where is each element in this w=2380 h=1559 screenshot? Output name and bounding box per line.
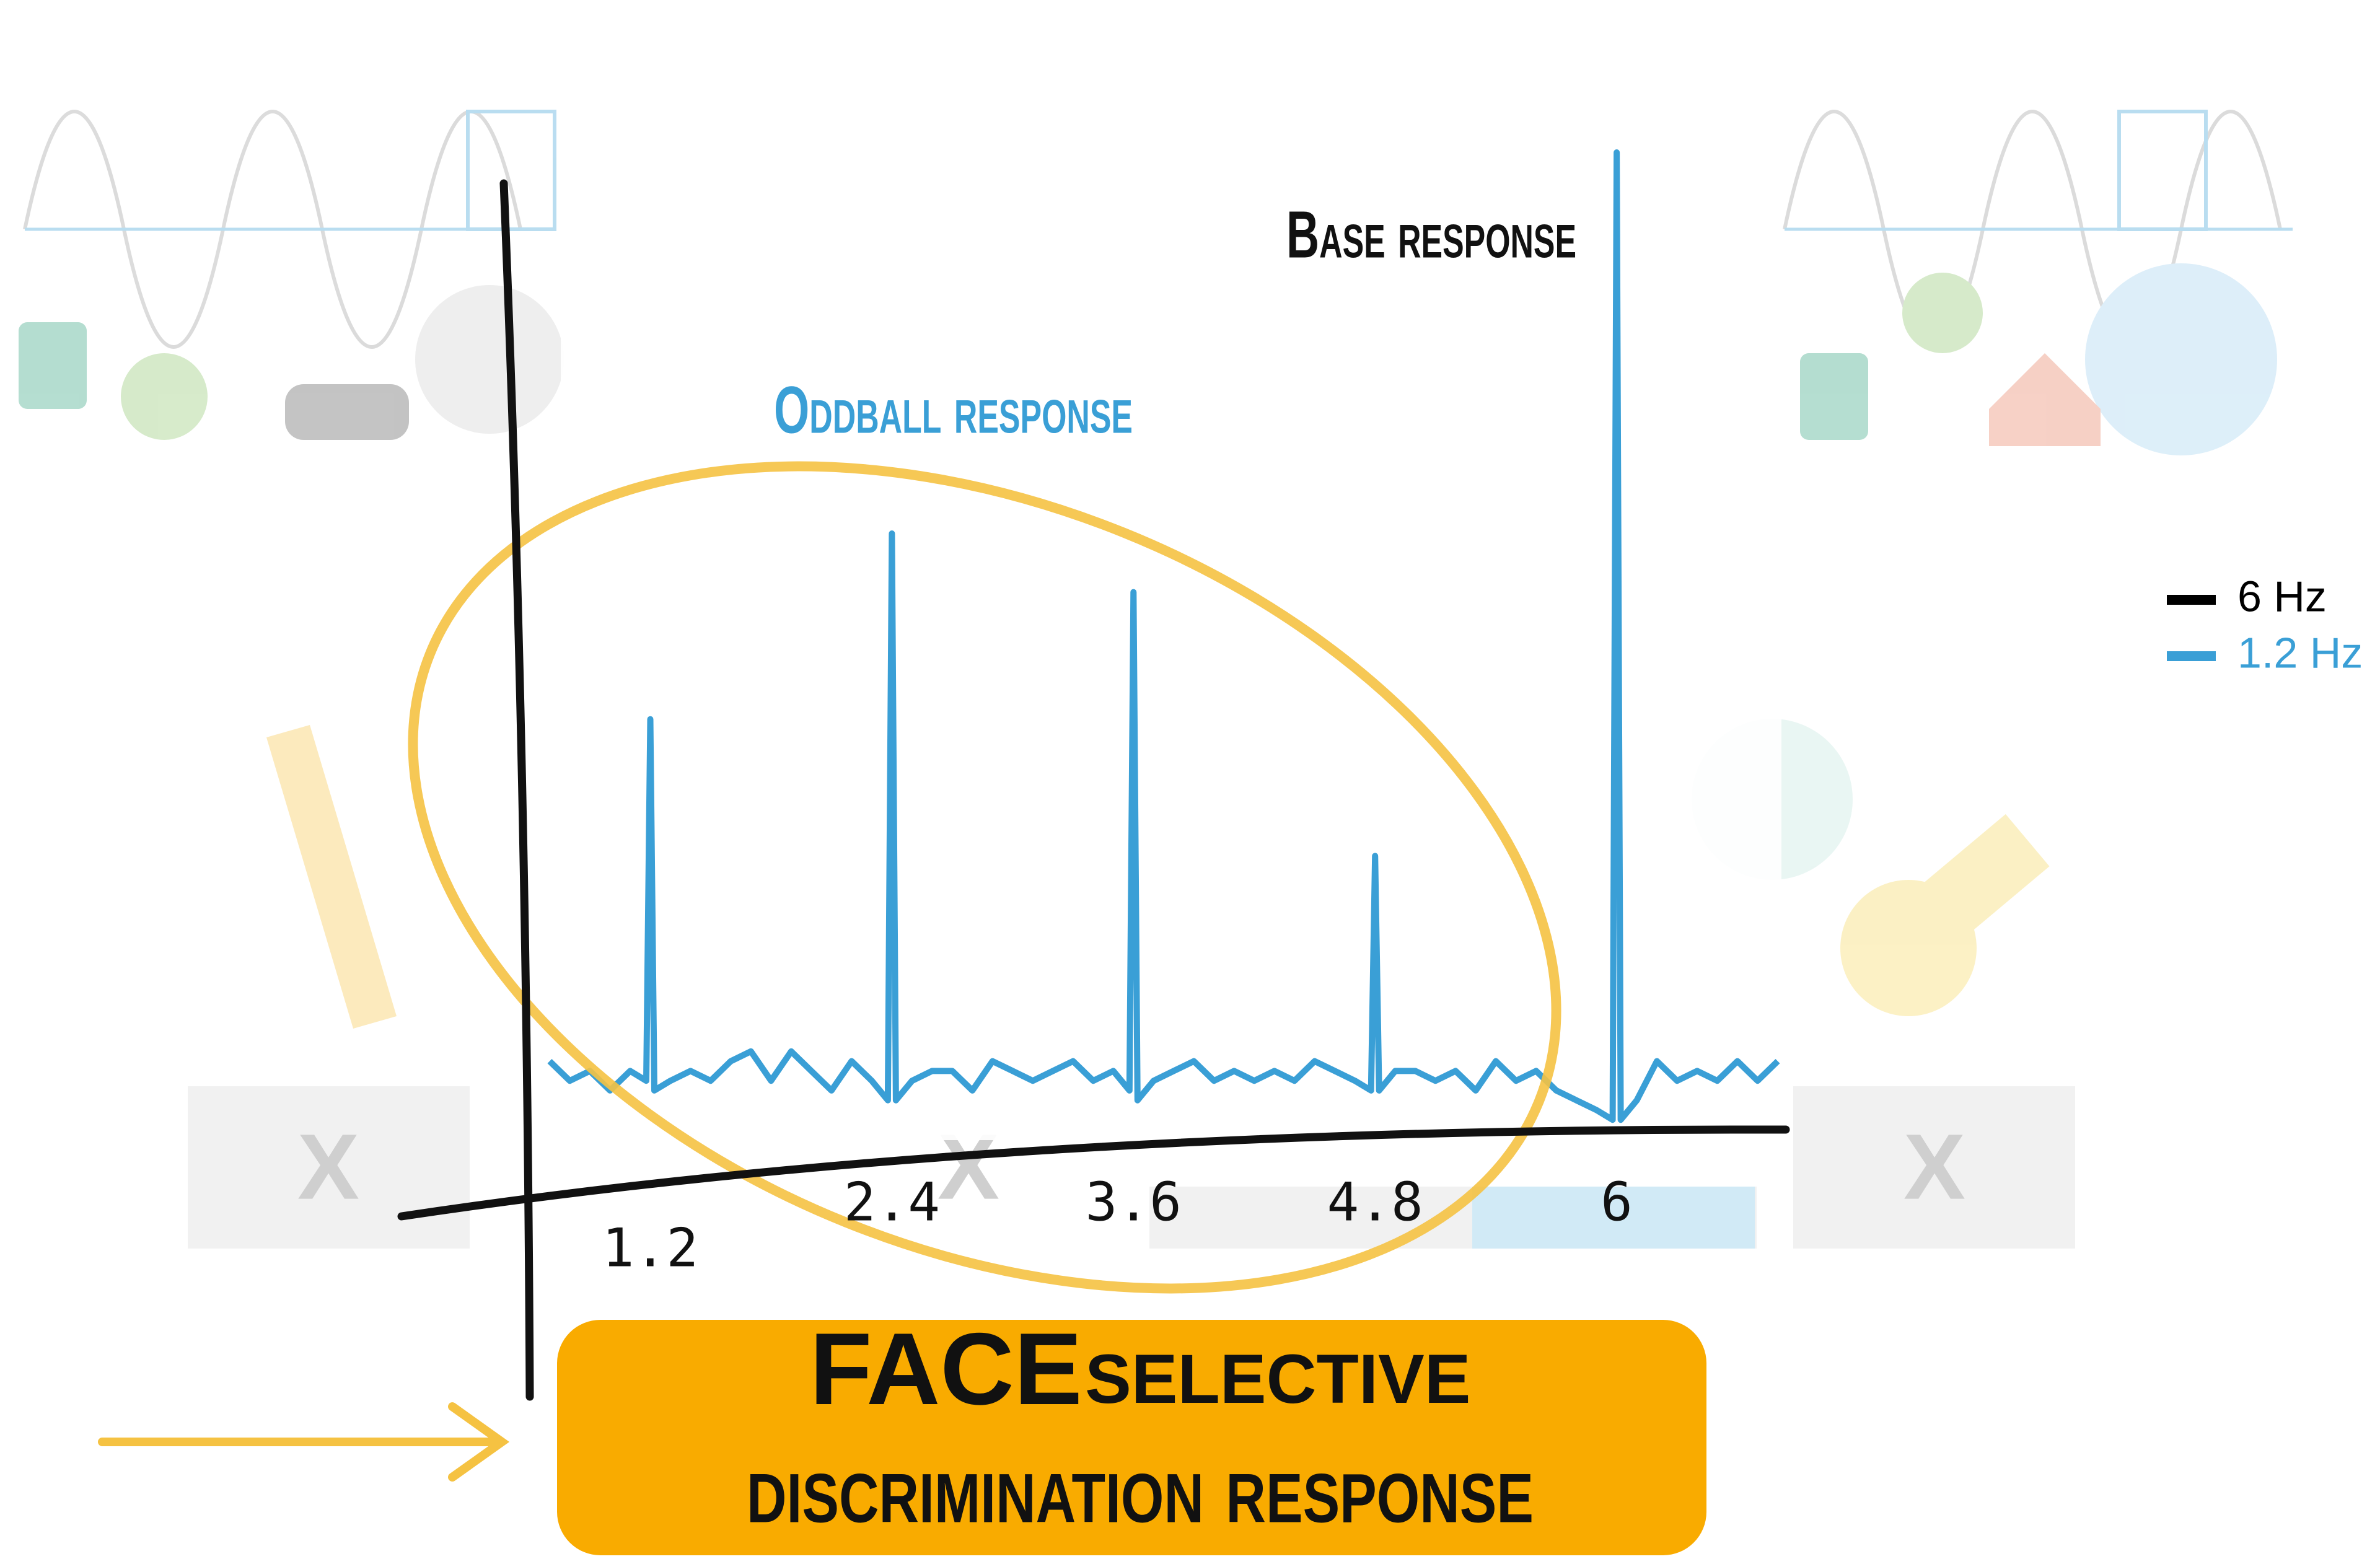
icon-book — [19, 322, 87, 409]
x-tick-label: 2.4 — [844, 1171, 940, 1233]
box — [188, 1086, 470, 1249]
box — [1149, 1187, 1757, 1249]
arrow-head — [448, 1402, 510, 1482]
x-tick-label: 1.2 — [602, 1217, 698, 1279]
face-icon-right — [2085, 263, 2277, 455]
sine-box-right — [2117, 110, 2208, 231]
highlight-ellipse — [408, 461, 1561, 1294]
callout-line1: FACE selective — [810, 1312, 1471, 1426]
annotation-oddball: Oddball response — [774, 372, 1133, 447]
icon-car — [285, 384, 409, 440]
arrow — [98, 1402, 510, 1482]
plot-panel — [561, 0, 1781, 1140]
callout-box — [557, 1320, 1706, 1555]
spectrum-line — [547, 149, 1780, 1123]
sine-wave-left — [23, 110, 522, 349]
legend-label: 6 Hz — [2237, 572, 2327, 620]
x-tick-label: 4.8 — [1327, 1171, 1423, 1233]
box-label: X — [1904, 1115, 1965, 1219]
legend-label: 1.2 Hz — [2237, 628, 2363, 677]
box-highlight — [1472, 1187, 1755, 1249]
icon-pencil — [266, 725, 397, 1029]
icon-house — [1989, 353, 2101, 446]
sine-box-left — [466, 110, 556, 231]
background — [19, 110, 2293, 1029]
callout-line2: discrimination response — [747, 1432, 1534, 1543]
icon-key-shaft — [1925, 814, 2050, 934]
icon-tree-right — [1902, 273, 1983, 353]
sine-wave-right — [1783, 110, 2282, 349]
face-icon-left — [415, 285, 564, 434]
x-axis — [397, 1125, 1790, 1221]
x-tick-label: 6 — [1601, 1171, 1633, 1233]
x-tick-label: 3.6 — [1086, 1171, 1182, 1233]
background-boxes: X X X — [188, 1086, 2075, 1249]
icon-key — [1840, 880, 1977, 1016]
box-label: X — [297, 1115, 359, 1219]
icon-book-right — [1800, 353, 1868, 440]
annotation-base: Base response — [1286, 197, 1576, 272]
callout-emphasis: FACE — [810, 1312, 1082, 1426]
icon-tree — [121, 353, 208, 440]
callout-text: selective — [1085, 1313, 1470, 1424]
box — [1793, 1086, 2075, 1249]
